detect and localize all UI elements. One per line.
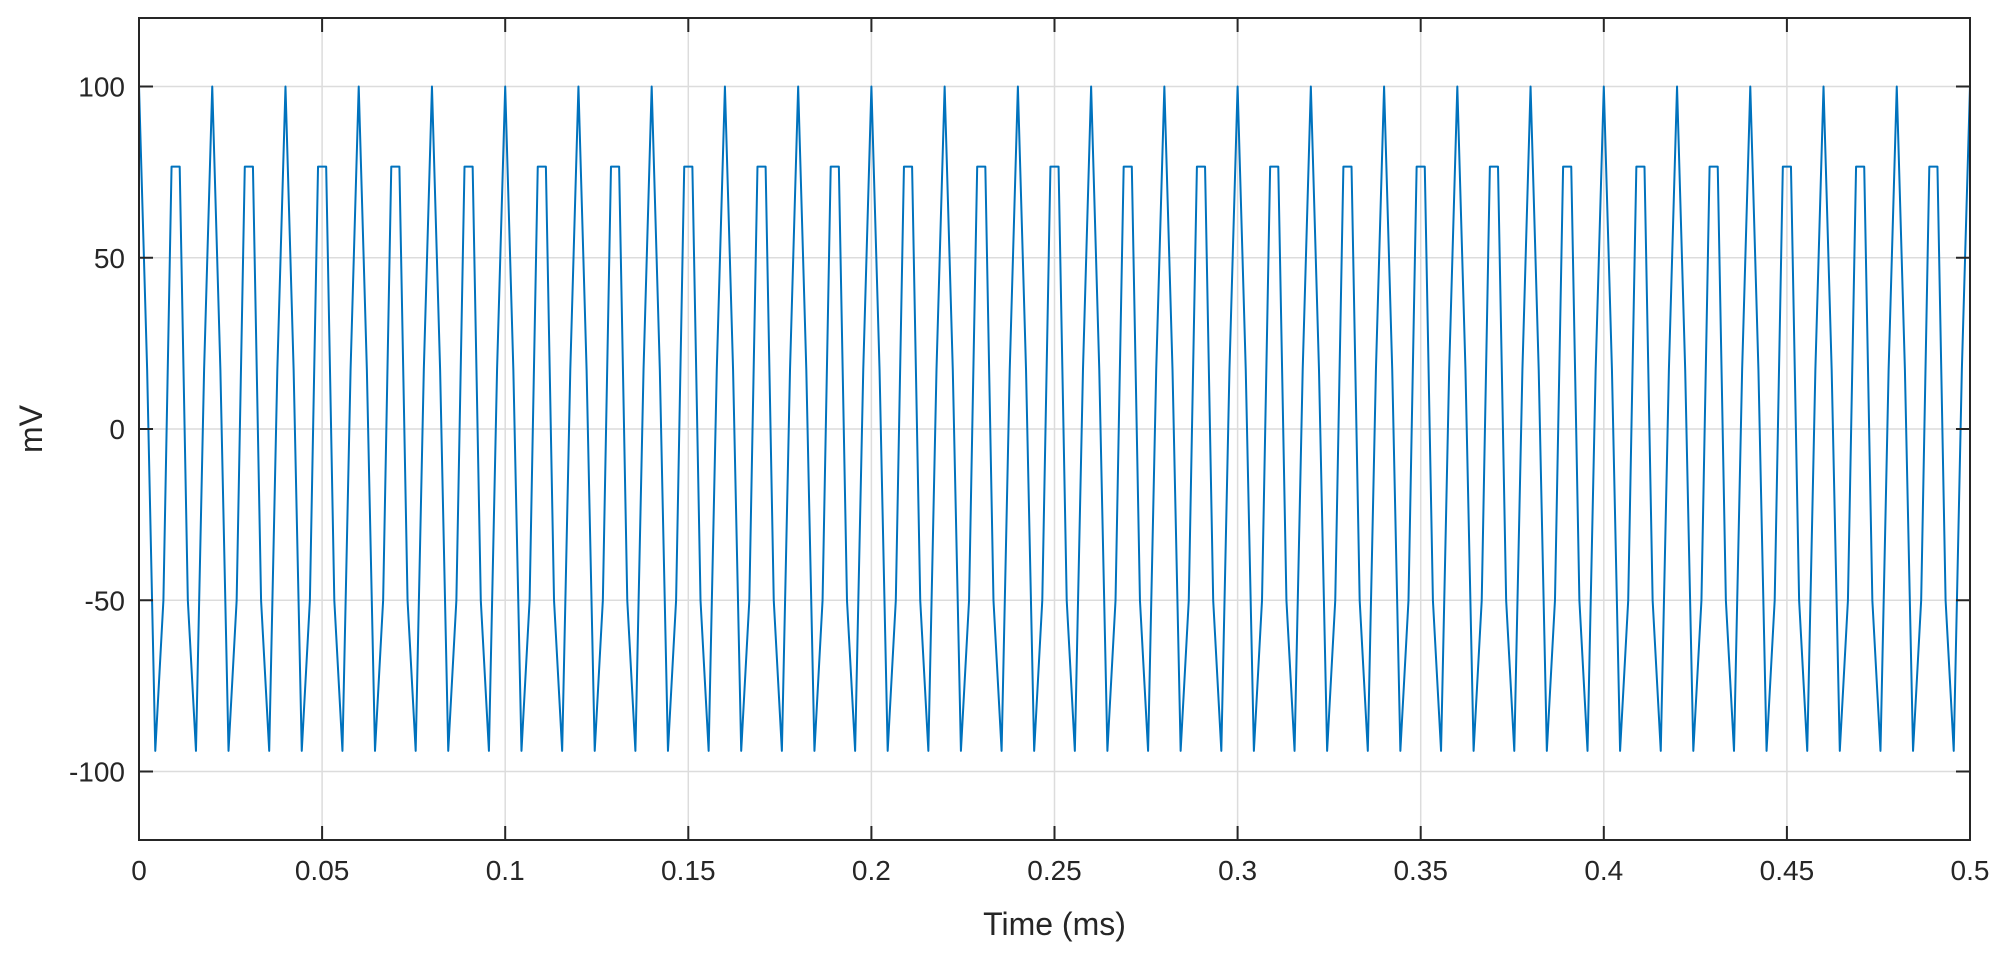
y-tick-label: 100 (78, 72, 125, 103)
x-tick-label: 0.35 (1393, 855, 1448, 886)
x-tick-label: 0 (131, 855, 147, 886)
series-line (138, 85, 1971, 752)
x-tick-label: 0.4 (1584, 855, 1623, 886)
x-tick-label: 0.5 (1951, 855, 1990, 886)
series-layer (138, 85, 1971, 752)
x-tick-label: 0.3 (1218, 855, 1257, 886)
x-tick-label: 0.2 (852, 855, 891, 886)
x-tick-label: 0.45 (1760, 855, 1815, 886)
x-tick-labels: 0 0.05 0.1 0.15 0.2 0.25 0.3 0.35 0.4 0.45 0.5 (131, 855, 1989, 886)
x-tick-label: 0.25 (1027, 855, 1082, 886)
ticks (138, 18, 1971, 840)
y-tick-label: -50 (85, 585, 125, 616)
y-axis-title: mV (13, 404, 49, 453)
x-axis-title: Time (ms) (983, 906, 1126, 942)
y-tick-labels: -100 -50 0 50 100 (69, 72, 125, 788)
x-tick-label: 0.15 (661, 855, 716, 886)
x-tick-label: 0.1 (486, 855, 525, 886)
y-tick-label: 0 (109, 414, 125, 445)
x-tick-label: 0.05 (295, 855, 350, 886)
y-tick-label: 50 (94, 243, 125, 274)
y-tick-label: -100 (69, 757, 125, 788)
